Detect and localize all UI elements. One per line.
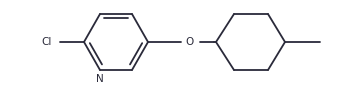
Text: O: O — [186, 37, 194, 47]
Text: Cl: Cl — [42, 37, 52, 47]
Text: N: N — [96, 74, 104, 84]
